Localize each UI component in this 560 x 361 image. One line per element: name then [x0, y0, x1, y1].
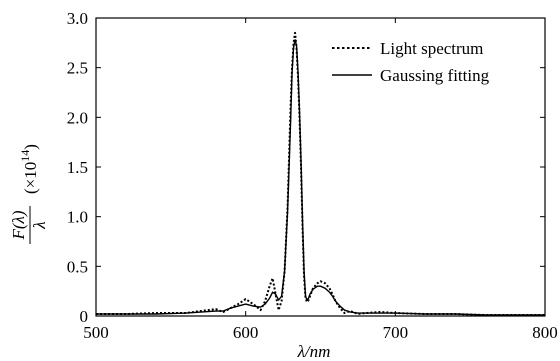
y-axis-label-denominator: λ [30, 221, 49, 229]
series-line-gaussing-fitting [96, 39, 545, 316]
x-axis-label: λ/nm [297, 342, 331, 361]
y-axis-label-scale: (×1014) [18, 144, 40, 194]
y-axis-label: F(λ) λ (×1014) [9, 144, 49, 244]
y-axis-label-scale-prefix: (×10 [21, 162, 40, 194]
y-tick-label-0.5: 0.5 [67, 257, 88, 276]
y-tick-label-1.5: 1.5 [67, 158, 88, 177]
series-layer [96, 31, 545, 317]
legend: Light spectrum Gaussing fitting [332, 39, 490, 85]
y-tick-label-0: 0 [80, 307, 89, 326]
legend-label-gaussing-fitting: Gaussing fitting [380, 66, 490, 85]
plot-area [95, 17, 546, 317]
y-tick-label-2.0: 2.0 [67, 108, 88, 127]
y-tick-label-3.0: 3.0 [67, 9, 88, 28]
x-tick-label-800: 800 [532, 323, 558, 342]
x-tick-label-700: 700 [383, 323, 409, 342]
y-tick-label-1.0: 1.0 [67, 208, 88, 227]
x-tick-label-600: 600 [233, 323, 259, 342]
y-axis-label-numerator: F(λ) [9, 210, 28, 240]
x-axis-ticks: 500 600 700 800 [83, 18, 558, 342]
y-tick-label-2.5: 2.5 [67, 59, 88, 78]
x-tick-label-500: 500 [83, 323, 109, 342]
y-axis-label-scale-suffix: ) [21, 144, 40, 150]
plot-frame [95, 17, 546, 317]
y-axis-ticks: 0 0.5 1.0 1.5 2.0 2.5 3.0 [67, 9, 545, 326]
y-axis-label-scale-exponent: 14 [18, 150, 32, 162]
legend-label-light-spectrum: Light spectrum [380, 39, 483, 58]
